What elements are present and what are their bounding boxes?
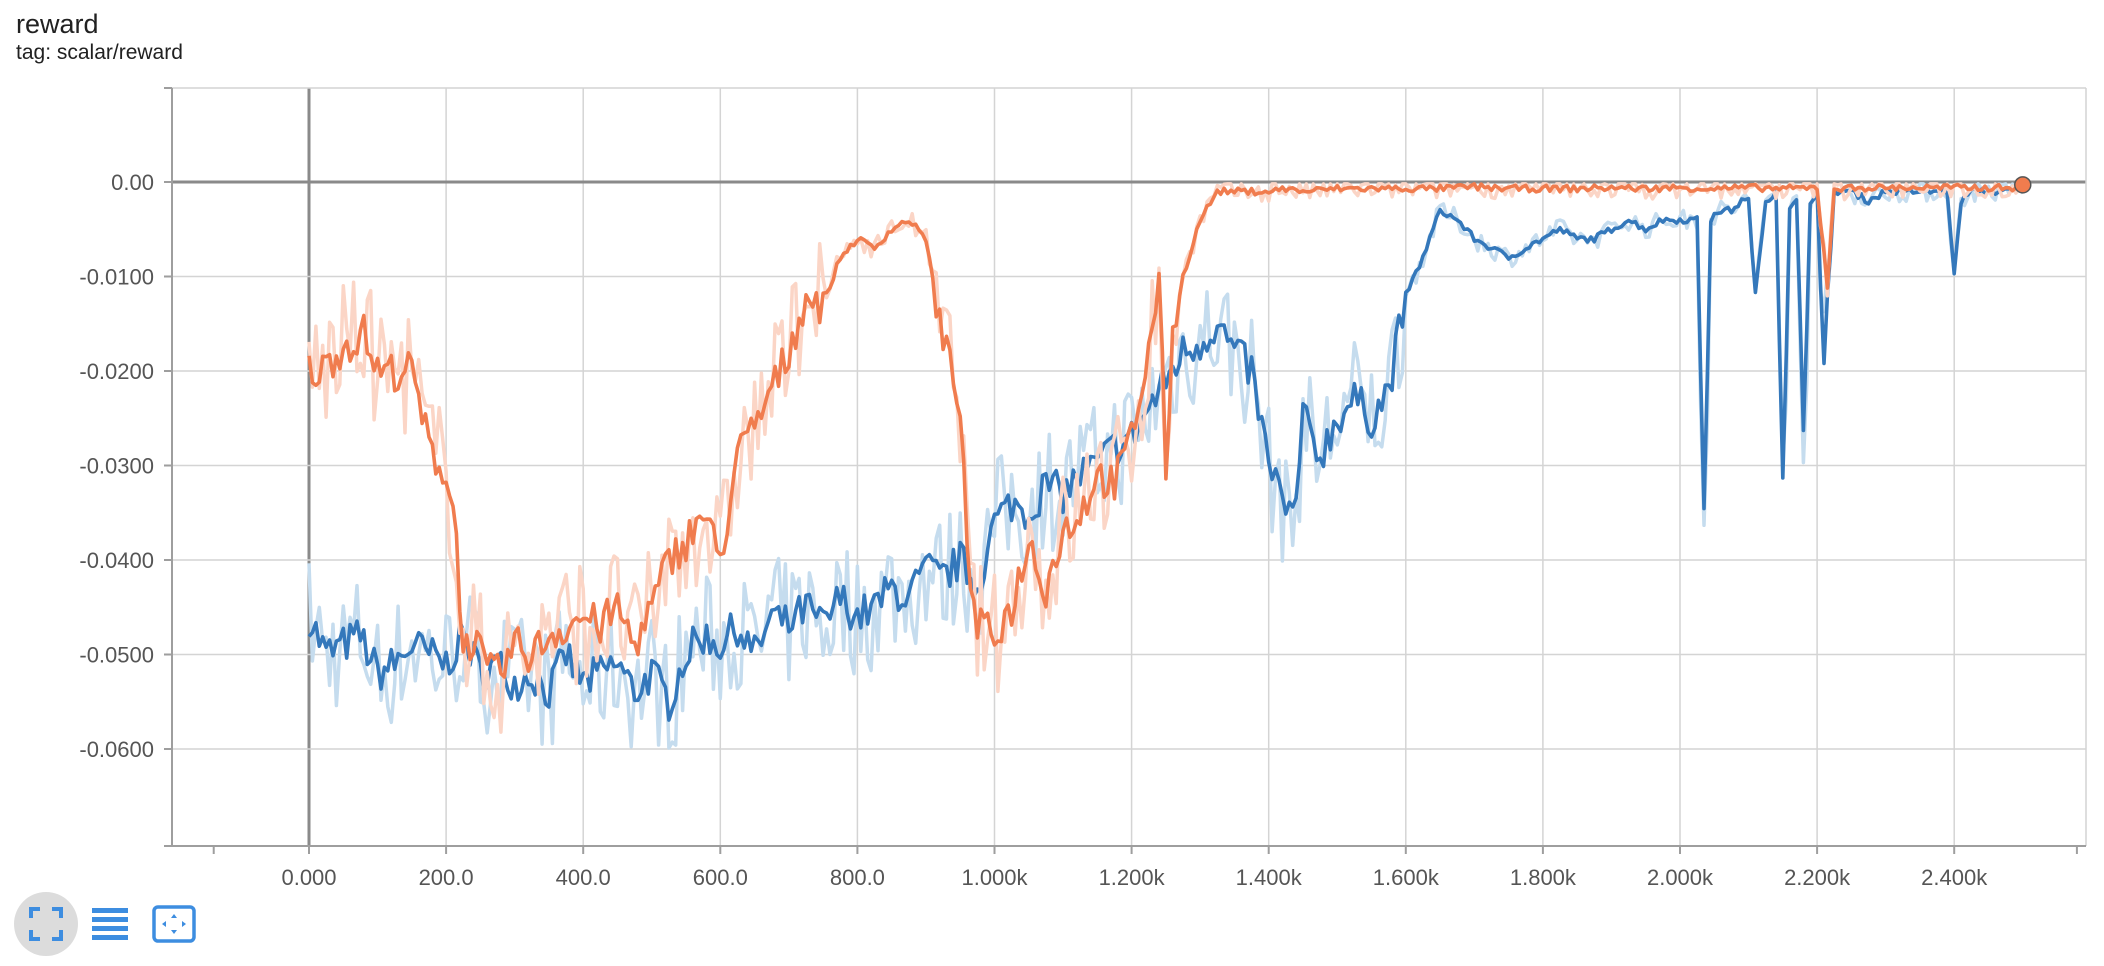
y-tick-label: -0.0600 [79,737,154,762]
line-chart[interactable]: 0.000 200.0 400.0 600.0 800.0 1.000k 1.200k 1.4… [0,0,2104,900]
x-tick-label: 1.400k [1236,865,1303,890]
y-axis-ticks: 0.00 -0.0100 -0.0200 -0.0300 -0.0400 -0.0500 -… [79,170,154,762]
x-axis-ticks: 0.000 200.0 400.0 600.0 800.0 1.000k 1.200k 1.4… [281,865,1988,890]
x-tick-label: 1.200k [1099,865,1166,890]
x-tick-label: 1.800k [1510,865,1577,890]
x-tick-label: 1.600k [1373,865,1440,890]
y-tick-label: -0.0300 [79,454,154,479]
x-tick-label: 1.000k [961,865,1028,890]
x-tick-label: 400.0 [556,865,611,890]
x-tick-label: 200.0 [419,865,474,890]
y-tick-label: -0.0400 [79,548,154,573]
toggle-log-list-button[interactable] [78,892,142,956]
x-tick-label: 2.200k [1784,865,1851,890]
axes [164,87,2087,854]
x-tick-label: 600.0 [693,865,748,890]
x-tick-label: 0.000 [281,865,336,890]
y-tick-label: -0.0500 [79,643,154,668]
fit-domain-button[interactable] [142,892,206,956]
y-tick-label: 0.00 [111,170,154,195]
series-1-line [307,182,2025,679]
x-tick-label: 2.000k [1647,865,1714,890]
series-0-line [307,184,2024,722]
x-tick-label: 2.400k [1921,865,1988,890]
fullscreen-button[interactable] [14,892,78,956]
x-tick-label: 800.0 [830,865,885,890]
chart-subtitle: tag: scalar/reward [16,41,183,64]
chart-toolbar [14,892,214,962]
last-point-marker [2014,176,2032,194]
fullscreen-icon [29,907,63,941]
y-tick-label: -0.0100 [79,265,154,290]
list-icon [92,908,128,940]
fit-domain-icon [152,905,196,943]
chart-title: reward [16,9,99,39]
series-group [307,176,2032,750]
y-tick-label: -0.0200 [79,359,154,384]
